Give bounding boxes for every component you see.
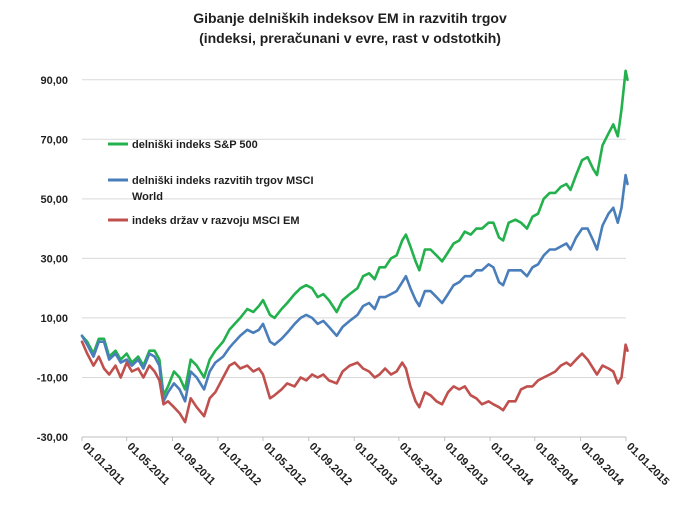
y-tick-label: -10,00 xyxy=(37,372,68,384)
chart-subtitle: (indeksi, preračunani v evre, rast v ods… xyxy=(199,30,501,46)
legend-label: indeks držav v razvoju MSCI EM xyxy=(132,215,300,227)
y-tick-label: 30,00 xyxy=(40,253,68,265)
x-tick-label: 01.01.2015 xyxy=(624,441,671,488)
chart-title-block: Gibanje delniških indeksov EM in razviti… xyxy=(0,8,700,48)
y-tick-label: 70,00 xyxy=(40,134,68,146)
chart-title: Gibanje delniških indeksov EM in razviti… xyxy=(193,10,507,26)
x-tick-label: 01.01.2013 xyxy=(352,441,399,488)
x-tick-label: 01.01.2014 xyxy=(488,441,536,489)
y-tick-label: 50,00 xyxy=(40,194,68,206)
legend-label: delniški indeks S&P 500 xyxy=(132,139,258,151)
y-tick-label: -30,00 xyxy=(37,432,68,444)
x-tick-label: 01.01.2012 xyxy=(216,441,263,488)
x-tick-label: 01.09.2011 xyxy=(170,441,217,488)
series-line xyxy=(80,173,629,403)
series-line xyxy=(80,69,629,397)
x-tick-label: 01.01.2011 xyxy=(80,441,127,488)
series-line xyxy=(80,340,629,424)
x-tick-label: 01.09.2013 xyxy=(443,441,490,488)
x-tick-label: 01.05.2013 xyxy=(397,441,444,488)
y-tick-label: 10,00 xyxy=(40,313,68,325)
x-tick-label: 01.05.2014 xyxy=(533,441,581,489)
x-tick-label: 01.05.2012 xyxy=(261,441,308,488)
x-tick-label: 01.05.2011 xyxy=(125,441,172,488)
y-tick-label: 90,00 xyxy=(40,75,68,87)
x-tick-label: 01.09.2012 xyxy=(307,441,354,488)
x-tick-label: 01.09.2014 xyxy=(578,441,626,489)
legend-label: delniški indeks razvitih trgov MSCI World xyxy=(132,175,314,203)
